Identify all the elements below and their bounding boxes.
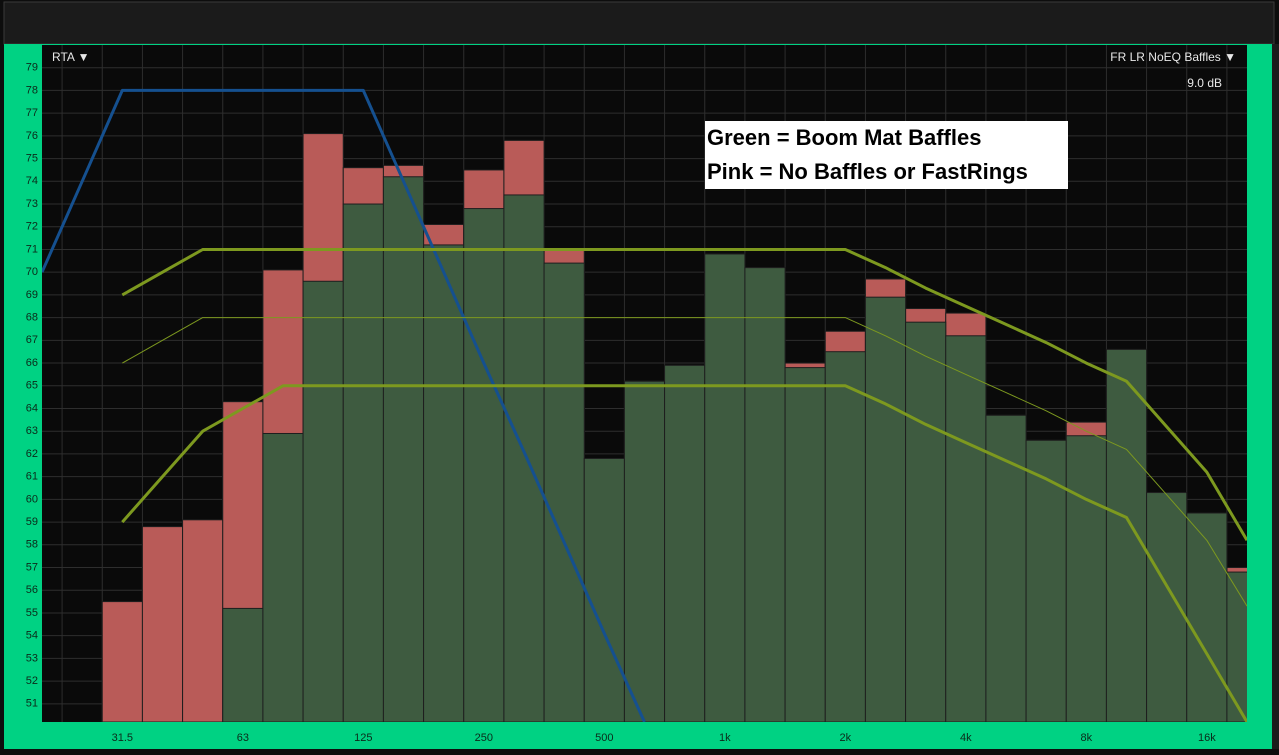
toolbar — [3, 1, 1275, 45]
y-tick-label: 62 — [26, 448, 38, 460]
bar — [1226, 571, 1247, 722]
x-tick-label: 125 — [354, 732, 372, 744]
target-line — [121, 248, 1247, 542]
target-line — [121, 384, 1247, 722]
labels: 51 52 53 54 55 56 57 58 59 60 61 62 63 64 65 66 67 68 69 70… — [26, 62, 1216, 744]
y-tick-label: 52 — [26, 675, 38, 687]
x-tick-label: 500 — [595, 732, 613, 744]
bar — [583, 457, 625, 722]
y-tick-label: 73 — [26, 198, 38, 210]
bar — [664, 364, 706, 722]
x-tick-label: 8k — [1081, 732, 1093, 744]
y-tick-label: 63 — [26, 425, 38, 437]
bar — [222, 607, 264, 722]
y-tick-label: 70 — [26, 266, 38, 278]
y-tick-label: 59 — [26, 516, 38, 528]
bar — [182, 519, 224, 722]
x-tick-label: 1k — [719, 732, 731, 744]
bar — [101, 601, 143, 722]
preset-menu[interactable]: FR LR NoEQ Baffles ▼ — [1110, 50, 1236, 64]
bar — [824, 351, 866, 722]
y-tick-label: 56 — [26, 584, 38, 596]
bar — [1065, 435, 1107, 722]
legend-box — [705, 121, 1068, 189]
y-tick-label: 78 — [26, 84, 38, 96]
y-tick-label: 76 — [26, 130, 38, 142]
bar — [905, 321, 947, 722]
y-tick-label: 55 — [26, 607, 38, 619]
bar — [945, 335, 987, 722]
bar — [543, 262, 585, 722]
y-tick-label: 67 — [26, 334, 38, 346]
bar — [342, 203, 384, 722]
bar — [623, 380, 666, 722]
y-tick-label: 54 — [26, 630, 38, 642]
bar — [382, 176, 425, 722]
y-tick-label: 64 — [26, 402, 38, 414]
rta-menu[interactable]: RTA ▼ — [52, 50, 89, 64]
side-strip — [1272, 44, 1279, 749]
y-tick-label: 61 — [26, 471, 38, 483]
scale-label: 9.0 dB — [1187, 76, 1222, 90]
bar — [423, 244, 465, 722]
y-tick-label: 74 — [26, 175, 38, 187]
y-tick-label: 69 — [26, 289, 38, 301]
bar — [1105, 348, 1148, 722]
bar — [704, 253, 746, 722]
y-tick-label: 77 — [26, 107, 38, 119]
x-tick-label: 63 — [237, 732, 249, 744]
bar — [141, 526, 184, 722]
y-tick-label: 60 — [26, 493, 38, 505]
target-line — [42, 88, 646, 722]
bar — [744, 267, 786, 722]
y-tick-label: 58 — [26, 539, 38, 551]
x-tick-label: 2k — [840, 732, 852, 744]
x-tick-label: 31.5 — [112, 732, 133, 744]
bar — [864, 296, 907, 722]
x-tick-label: 250 — [475, 732, 493, 744]
bar — [784, 367, 826, 722]
lines — [42, 88, 1247, 722]
bar — [463, 208, 505, 722]
bar — [1025, 439, 1067, 722]
bars — [101, 133, 1247, 722]
x-tick-label: 16k — [1198, 732, 1216, 744]
bar — [302, 280, 344, 722]
y-tick-label: 79 — [26, 62, 38, 74]
y-tick-label: 71 — [26, 243, 38, 255]
bar — [1186, 512, 1228, 722]
y-tick-label: 66 — [26, 357, 38, 369]
y-tick-label: 72 — [26, 221, 38, 233]
bar — [503, 194, 545, 722]
y-tick-label: 51 — [26, 698, 38, 710]
legend: Green = Boom Mat Baffles Pink = No Baffle… — [705, 121, 1068, 189]
y-tick-label: 53 — [26, 652, 38, 664]
target-line — [122, 317, 1247, 607]
y-tick-label: 68 — [26, 312, 38, 324]
y-tick-label: 75 — [26, 152, 38, 164]
bar — [262, 432, 304, 722]
legend-entry: Green = Boom Mat Baffles — [707, 125, 981, 150]
legend-entry: Pink = No Baffles or FastRings — [707, 159, 1028, 184]
x-tick-label: 4k — [960, 732, 972, 744]
y-tick-label: 57 — [26, 561, 38, 573]
y-tick-label: 65 — [26, 380, 38, 392]
